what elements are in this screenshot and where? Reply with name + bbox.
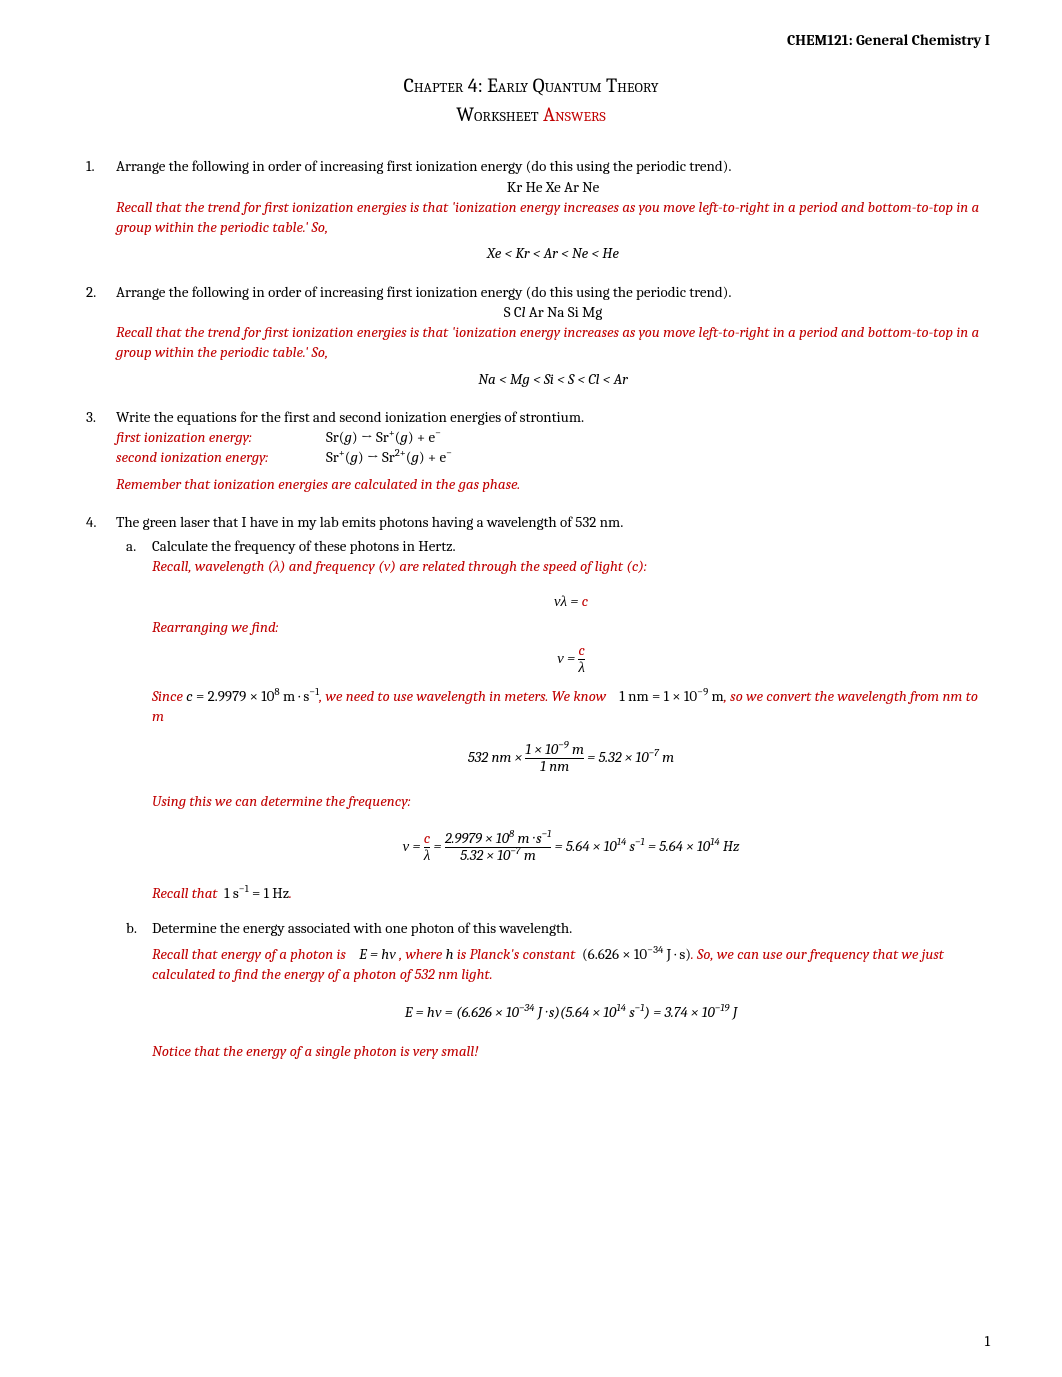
q4a-eq2-num: c (578, 643, 585, 659)
answers-label: Answers (543, 103, 606, 126)
question-list: Arrange the following in order of increa… (72, 156, 990, 1061)
chapter-title: Chapter 4: Early Quantum Theory (72, 72, 990, 99)
q4a-calc: ν = cλ = 2.9979 × 108 m · s−15.32 × 10−7… (152, 831, 990, 864)
q2-order: Na < Mg < Si < S < Cl < Ar (116, 369, 990, 389)
question-1: Arrange the following in order of increa… (72, 156, 990, 263)
q4a-eq2-den: λ (578, 659, 585, 676)
q3-first-row: first ionization energy: Sr(g) → Sr+(g) … (116, 427, 990, 447)
q4a-since: Since c = 2.9979 × 108 m · s−1, we need … (152, 686, 990, 727)
q4-sublist: Calculate the frequency of these photons… (116, 536, 990, 1061)
page-number: 1 (985, 1331, 990, 1351)
course-header: CHEM121: General Chemistry I (72, 30, 990, 50)
q4-prompt: The green laser that I have in my lab em… (116, 512, 990, 532)
q4a-rearr: Rearranging we find: (152, 617, 990, 637)
q4a-recall: Recall, wavelength (λ) and frequency (ν)… (152, 556, 990, 576)
q4a-recall2: Recall that 1 s−1 = 1 Hz. (152, 883, 990, 903)
q4b-notice: Notice that the energy of a single photo… (152, 1041, 990, 1061)
q3-first-eq: Sr(g) → Sr+(g) + e− (326, 427, 990, 447)
q4a-eq1: νλ = c (152, 591, 990, 611)
q4a-using: Using this we can determine the frequenc… (152, 791, 990, 811)
q4a-eq2: ν = cλ (152, 643, 990, 676)
q4a-since1: Since (152, 687, 186, 705)
q1-prompt: Arrange the following in order of increa… (116, 156, 990, 176)
q4a-convert: 532 nm × 1 × 10−9 m1 nm = 5.32 × 10−7 m (152, 742, 990, 775)
q3-prompt: Write the equations for the first and se… (116, 407, 990, 427)
q4b-prompt: Determine the energy associated with one… (152, 918, 990, 938)
q4a-eq2-lhs: ν = (557, 649, 578, 667)
q3-second-eq: Sr+(g) → Sr2+(g) + e− (326, 447, 990, 467)
worksheet-label: Worksheet (456, 103, 543, 126)
q1-recall: Recall that the trend for first ionizati… (116, 197, 990, 238)
q3-first-label: first ionization energy: (116, 427, 326, 447)
q3-second-label: second ionization energy: (116, 447, 326, 467)
q4b-calc: E = hν = (6.626 × 10−34 J · s)(5.64 × 10… (152, 1002, 990, 1022)
q2-recall: Recall that the trend for first ionizati… (116, 322, 990, 363)
q4b-recall: Recall that energy of a photon is E = hν… (152, 944, 990, 985)
q1-elements: Kr He Xe Ar Ne (116, 177, 990, 197)
q3-remember: Remember that ionization energies are ca… (116, 474, 990, 494)
q2-elements: S Cl Ar Na Si Mg (116, 302, 990, 322)
question-3: Write the equations for the first and se… (72, 407, 990, 494)
q3-second-row: second ionization energy: Sr+(g) → Sr2+(… (116, 447, 990, 467)
q4a-prompt: Calculate the frequency of these photons… (152, 536, 990, 556)
q2-prompt: Arrange the following in order of increa… (116, 282, 990, 302)
question-4: The green laser that I have in my lab em… (72, 512, 990, 1061)
q4a-eq1-rhs: c (582, 592, 589, 610)
worksheet-title: Worksheet Answers (72, 101, 990, 128)
q4a-eq1-lhs: νλ = (554, 592, 582, 610)
q1-order: Xe < Kr < Ar < Ne < He (116, 243, 990, 263)
question-2: Arrange the following in order of increa… (72, 282, 990, 389)
q4b: Determine the energy associated with one… (116, 918, 990, 1061)
q4a: Calculate the frequency of these photons… (116, 536, 990, 904)
